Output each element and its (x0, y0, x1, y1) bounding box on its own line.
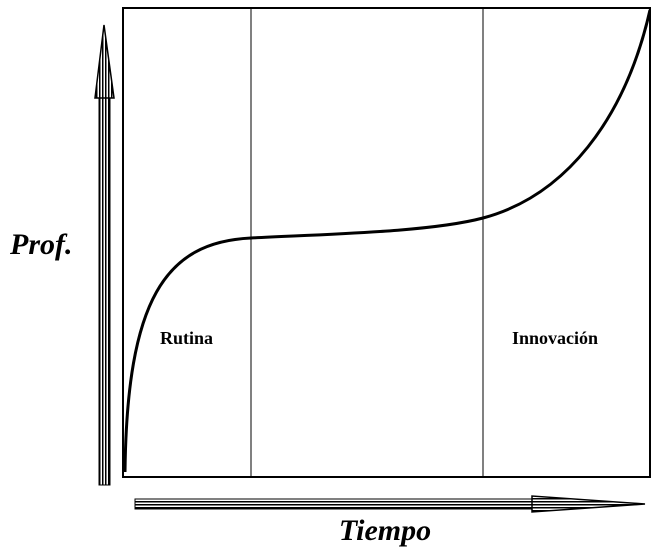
frame (122, 7, 651, 478)
region-label: Innovación (512, 328, 598, 348)
region-label: Rutina (160, 328, 213, 348)
y-arrow (94, 24, 115, 486)
x-label: Tiempo (339, 514, 431, 547)
curve (123, 9, 651, 473)
x-arrow (134, 495, 646, 513)
y-label: Prof. (9, 228, 73, 261)
